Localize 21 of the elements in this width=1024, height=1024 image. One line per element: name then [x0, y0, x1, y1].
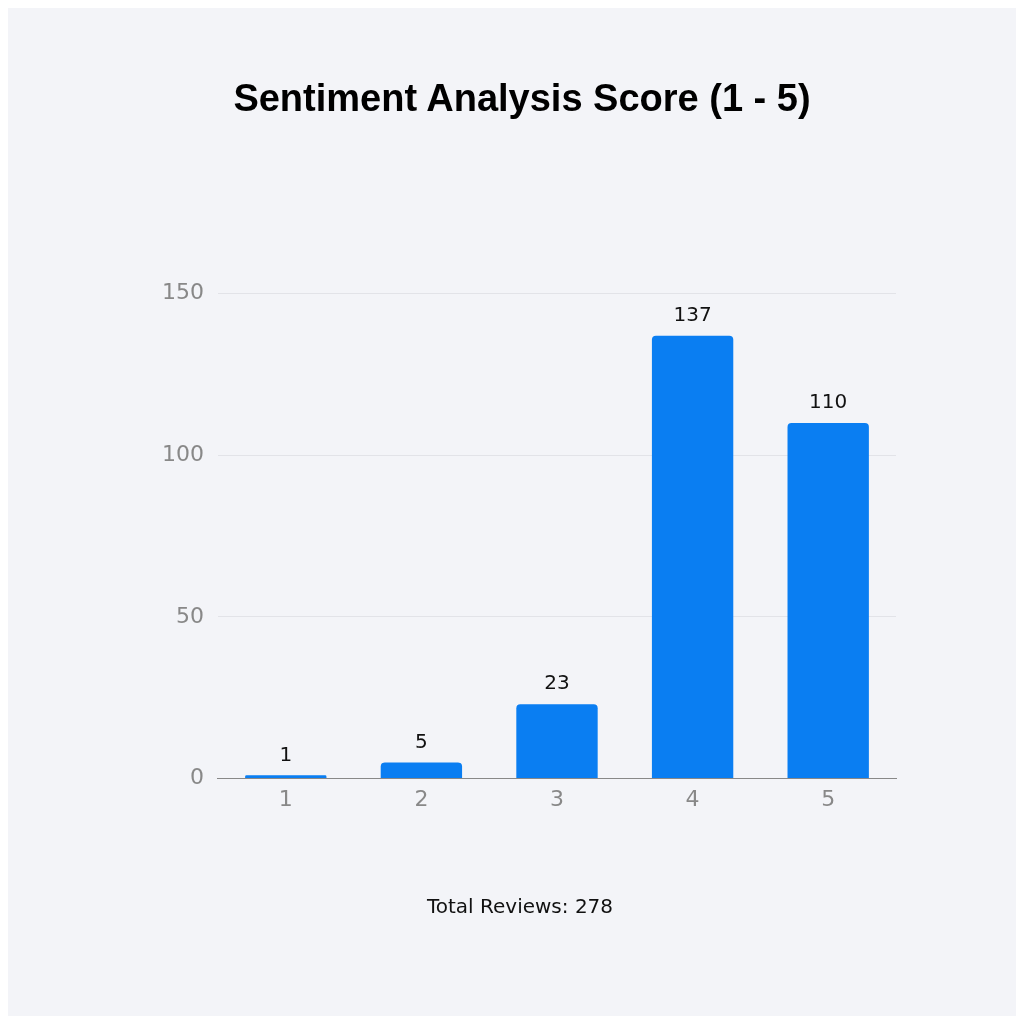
bar — [787, 422, 869, 779]
y-tick-label: 100 — [161, 440, 204, 466]
data-label: 110 — [809, 389, 848, 414]
x-tick-label: 1 — [278, 785, 293, 811]
x-tick-label: 3 — [550, 785, 564, 811]
data-label: 23 — [544, 670, 570, 695]
x-tick-label: 2 — [414, 785, 429, 811]
y-tick-label: 0 — [189, 764, 204, 790]
x-tick-label: 4 — [685, 785, 700, 811]
data-label: 1 — [279, 741, 293, 766]
bar — [380, 762, 463, 779]
y-tick-label: 50 — [175, 602, 204, 628]
text: Total Reviews: 278 — [425, 894, 614, 919]
x-tick-label: 5 — [821, 785, 836, 811]
y-tick-label: 150 — [161, 279, 204, 305]
chart-title: Sentiment Analysis Score (1 - 5) — [233, 77, 811, 120]
bar — [651, 335, 734, 779]
data-label: 5 — [415, 728, 428, 753]
bar — [245, 775, 327, 779]
bar — [516, 704, 598, 779]
data-label: 137 — [673, 301, 712, 326]
